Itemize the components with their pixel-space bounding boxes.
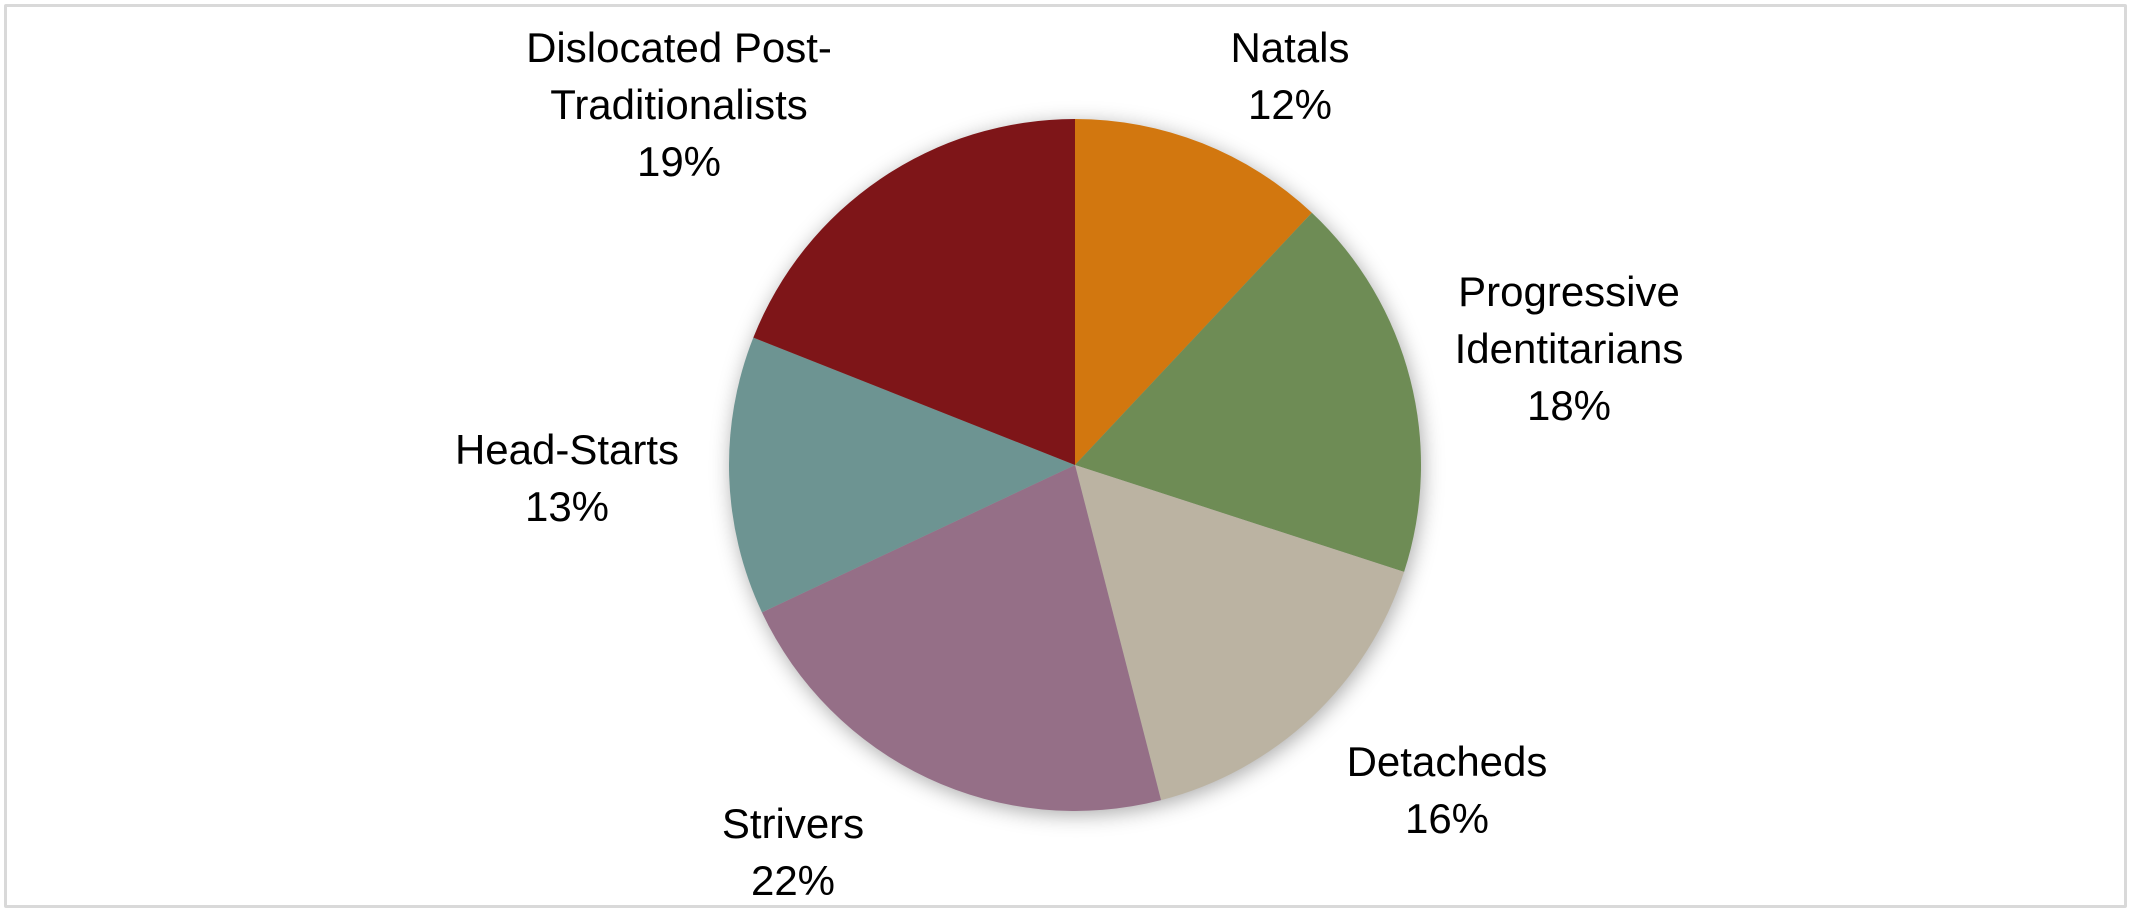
pie-slice-natals: [1075, 119, 1312, 465]
pie-slice-dislocated-post-traditionalists: [753, 119, 1075, 465]
pie-slice-head-starts: [729, 337, 1075, 613]
slice-label-natals: Natals 12%: [1230, 24, 1350, 128]
pie-slice-strivers: [761, 465, 1162, 812]
slice-label-dislocated-post-traditionalists: Dislocated Post- Traditionalists 19%: [526, 24, 832, 185]
pie-chart: [729, 119, 1422, 812]
slice-label-strivers: Strivers 22%: [721, 800, 865, 904]
chart-frame: Natals 12% Progressive Identitarians 18%…: [4, 4, 2127, 908]
pie-slice-detacheds: [1075, 465, 1405, 801]
slice-label-progressive-identitarians: Progressive Identitarians 18%: [1454, 268, 1684, 429]
slice-label-detacheds: Detacheds 16%: [1346, 738, 1548, 842]
slice-label-head-starts: Head-Starts 13%: [454, 426, 680, 530]
pie-slice-progressive-identitarians: [1075, 212, 1422, 572]
pie-svg: [729, 119, 1422, 812]
